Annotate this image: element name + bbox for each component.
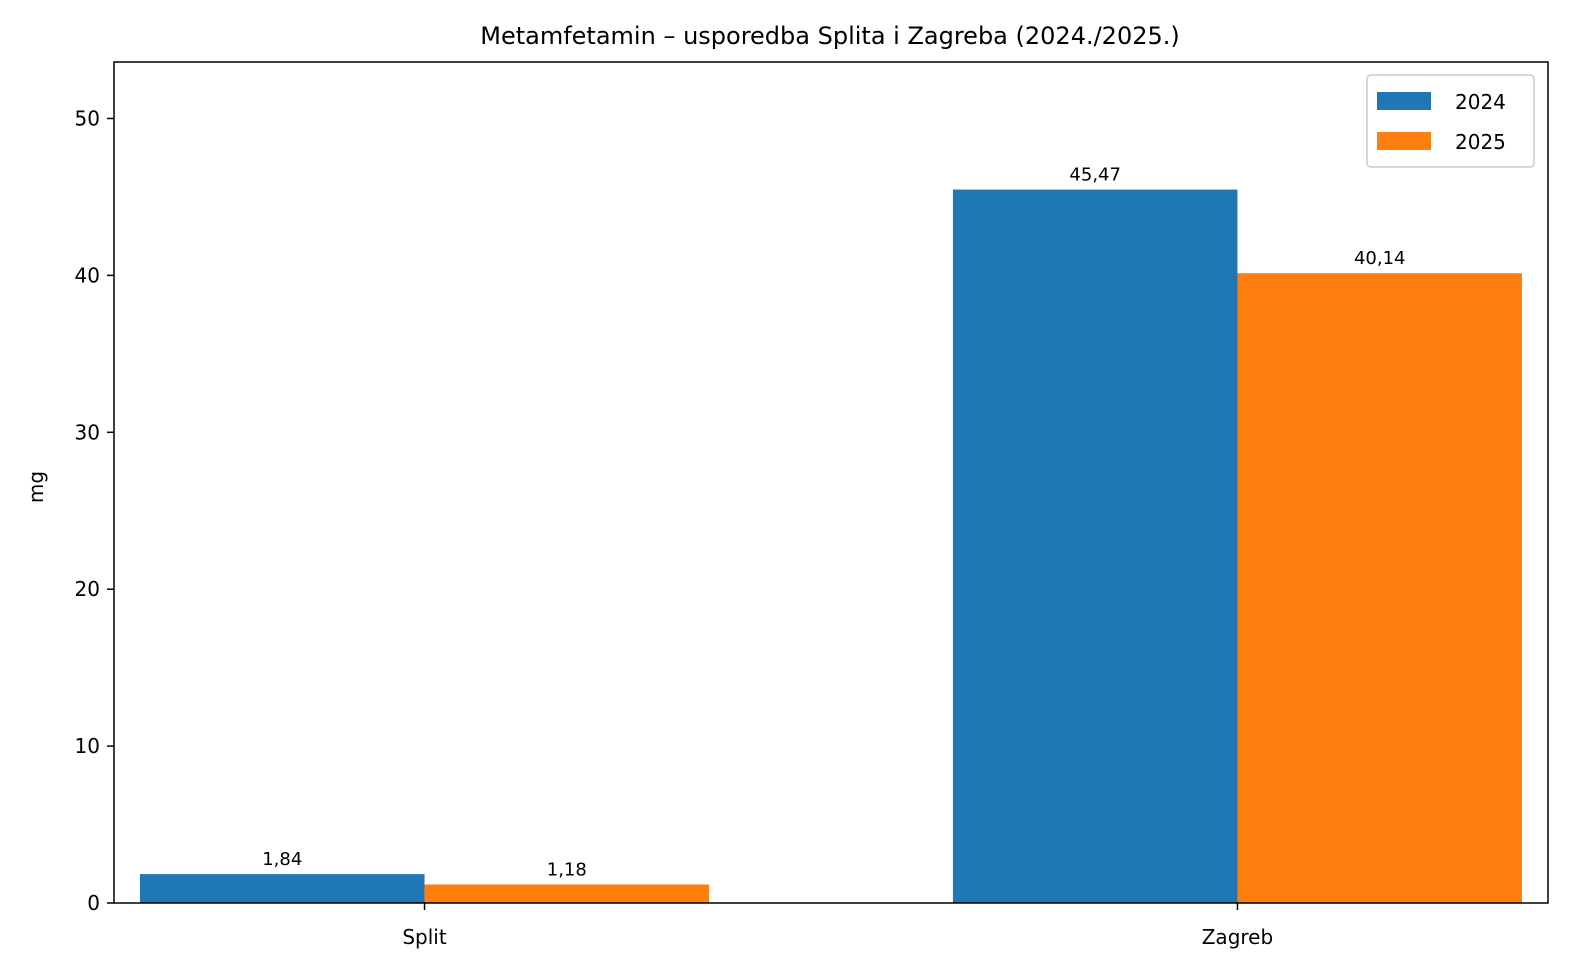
legend-label-2025: 2025	[1455, 130, 1506, 154]
bar-2024-zagreb	[952, 189, 1238, 903]
legend-box	[1366, 74, 1535, 168]
y-tick-label: 0	[87, 891, 100, 915]
bar-2025-zagreb	[1237, 273, 1522, 903]
data-label-2025-split: 1,18	[547, 859, 587, 880]
y-tick-label: 20	[75, 577, 100, 601]
y-axis-ticks: 0 10 20 30 40 50	[75, 106, 114, 915]
bar-2025-split	[424, 884, 710, 903]
chart-title: Metamfetamin – usporedba Splita i Zagreb…	[480, 22, 1180, 50]
plot-frame	[113, 61, 1549, 904]
y-tick-label: 40	[75, 263, 100, 287]
y-tick-label: 30	[75, 420, 100, 444]
y-axis-label: mg	[24, 471, 48, 503]
bars-group: 1,84 1,18 45,47 40,14	[140, 165, 1522, 903]
legend-swatch-2024	[1377, 92, 1431, 110]
data-label-2024-split: 1,84	[262, 849, 302, 870]
data-label-2024-zagreb: 45,47	[1069, 165, 1121, 186]
data-label-2025-zagreb: 40,14	[1354, 248, 1406, 269]
legend-label-2024: 2024	[1455, 90, 1506, 114]
y-tick-label: 10	[75, 734, 100, 758]
bar-2024-split	[140, 874, 425, 903]
legend: 2024 2025	[1366, 74, 1535, 168]
x-tick-label-zagreb: Zagreb	[1202, 925, 1273, 949]
x-axis-ticks: Split Zagreb	[402, 903, 1273, 949]
y-tick-label: 50	[75, 106, 100, 130]
x-tick-label-split: Split	[402, 925, 447, 949]
legend-swatch-2025	[1377, 132, 1431, 150]
